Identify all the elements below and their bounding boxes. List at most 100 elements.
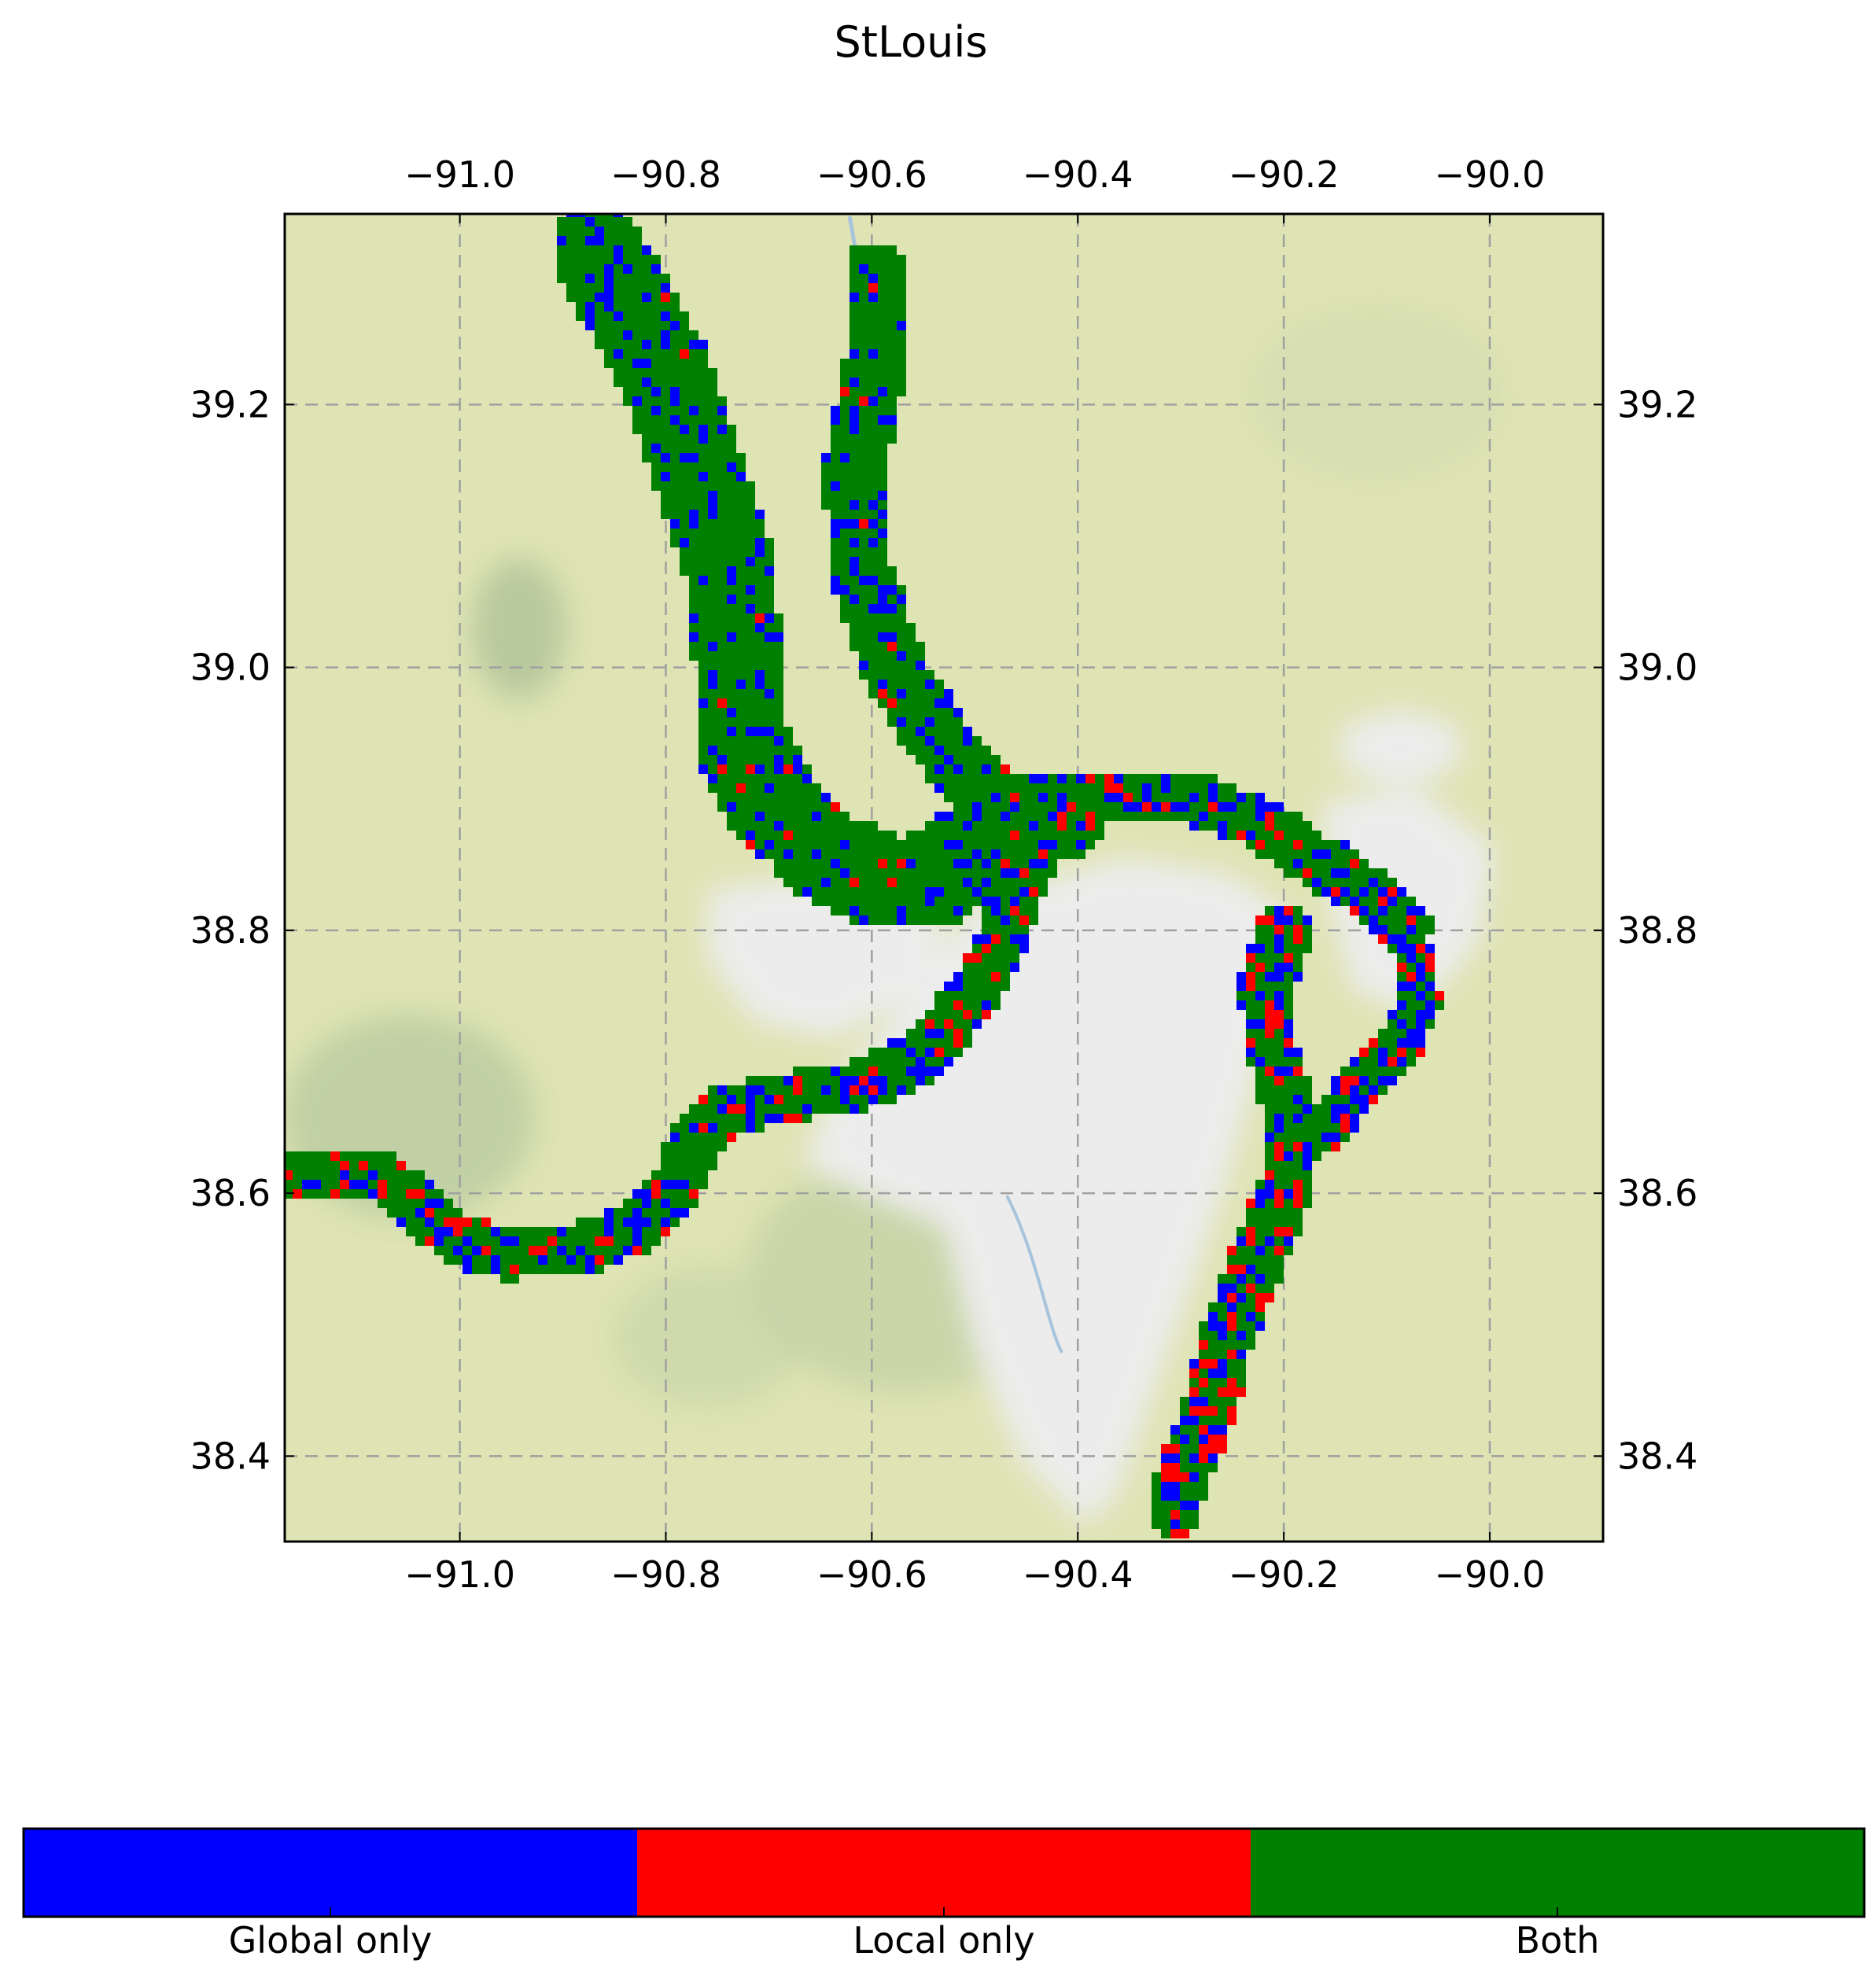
flood-cell <box>859 1085 868 1095</box>
flood-cell <box>1265 1170 1274 1180</box>
flood-cell <box>585 321 595 330</box>
flood-cell <box>1284 868 1293 878</box>
flood-cell <box>1142 793 1152 802</box>
flood-cell <box>670 1180 680 1189</box>
flood-cell <box>708 1104 717 1114</box>
flood-cell <box>755 831 765 840</box>
flood-cell <box>557 1265 566 1274</box>
flood-cell <box>689 330 698 340</box>
flood-cell <box>1331 840 1340 849</box>
flood-cell <box>717 415 727 425</box>
flood-cell <box>614 227 623 236</box>
flood-cell <box>878 878 887 887</box>
flood-cell <box>859 264 868 274</box>
flood-cell <box>680 444 689 453</box>
flood-cell <box>982 934 991 944</box>
flood-cell <box>831 1104 840 1114</box>
flood-cell <box>953 793 963 802</box>
flood-cell <box>387 1161 396 1170</box>
flood-cell <box>1189 783 1199 793</box>
flood-cell <box>972 793 982 802</box>
flood-cell <box>746 802 755 812</box>
flood-cell <box>859 840 868 849</box>
flood-cell <box>916 680 925 689</box>
flood-cell <box>887 642 897 651</box>
flood-cell <box>1029 793 1038 802</box>
flood-cell <box>1142 802 1152 812</box>
flood-cell <box>1189 1501 1199 1510</box>
flood-cell <box>698 708 708 717</box>
flood-cell <box>746 821 755 831</box>
flood-cell <box>736 547 746 557</box>
y-tick-label-left: 38.8 <box>190 909 271 952</box>
flood-cell <box>925 831 934 840</box>
flood-cell <box>963 991 972 1000</box>
flood-cell <box>944 755 953 764</box>
flood-cell <box>1189 1453 1199 1463</box>
flood-cell <box>963 972 972 982</box>
flood-cell <box>463 1227 472 1236</box>
flood-cell <box>887 887 897 897</box>
flood-cell <box>887 311 897 321</box>
flood-cell <box>727 1104 736 1114</box>
flood-cell <box>698 444 708 453</box>
flood-cell <box>1274 1189 1284 1199</box>
flood-cell <box>850 293 859 302</box>
flood-cell <box>774 1085 783 1095</box>
flood-cell <box>614 330 623 340</box>
flood-cell <box>1246 821 1255 831</box>
flood-cell <box>991 774 1001 783</box>
flood-cell <box>916 1048 925 1057</box>
flood-cell <box>708 415 717 425</box>
flood-cell <box>1274 1095 1284 1104</box>
flood-cell <box>1133 812 1142 821</box>
flood-cell <box>434 1199 444 1208</box>
flood-cell <box>1048 821 1057 831</box>
flood-cell <box>868 415 878 425</box>
flood-cell <box>868 642 878 651</box>
flood-cell <box>698 680 708 689</box>
flood-cell <box>708 406 717 415</box>
flood-cell <box>1067 849 1076 859</box>
flood-cell <box>1246 953 1255 963</box>
flood-cell <box>680 1208 689 1218</box>
flood-cell <box>632 1236 642 1246</box>
flood-cell <box>1331 887 1340 897</box>
flood-cell <box>576 293 585 302</box>
flood-cell <box>802 1114 812 1123</box>
flood-cell <box>991 849 1001 859</box>
flood-cell <box>934 1048 944 1057</box>
flood-cell <box>1293 812 1303 821</box>
flood-cell <box>500 1265 510 1274</box>
flood-cell <box>1227 1274 1237 1284</box>
flood-cell <box>774 1104 783 1114</box>
flood-cell <box>850 500 859 510</box>
flood-cell <box>1010 812 1019 821</box>
flood-cell <box>1218 1378 1227 1387</box>
flood-cell <box>736 821 746 831</box>
flood-cell <box>1303 934 1312 944</box>
flood-cell <box>774 783 783 793</box>
flood-cell <box>717 519 727 529</box>
flood-cell <box>1095 783 1104 793</box>
flood-cell <box>897 359 906 368</box>
flood-cell <box>1237 982 1246 991</box>
flood-cell <box>821 1095 831 1104</box>
flood-cell <box>1199 774 1208 783</box>
flood-cell <box>698 727 708 736</box>
flood-cell <box>1208 1369 1218 1378</box>
flood-cell <box>850 415 859 425</box>
flood-cell <box>878 1067 887 1076</box>
flood-cell <box>736 661 746 670</box>
flood-cell <box>821 472 831 481</box>
flood-cell <box>604 321 614 330</box>
flood-cell <box>1284 1142 1293 1151</box>
flood-cell <box>1133 802 1142 812</box>
flood-cell <box>934 736 944 746</box>
flood-cell <box>953 831 963 840</box>
flood-cell <box>1265 1208 1274 1218</box>
flood-cell <box>859 510 868 519</box>
flood-cell <box>670 1151 680 1161</box>
flood-cell <box>982 1010 991 1019</box>
flood-cell <box>661 444 670 453</box>
